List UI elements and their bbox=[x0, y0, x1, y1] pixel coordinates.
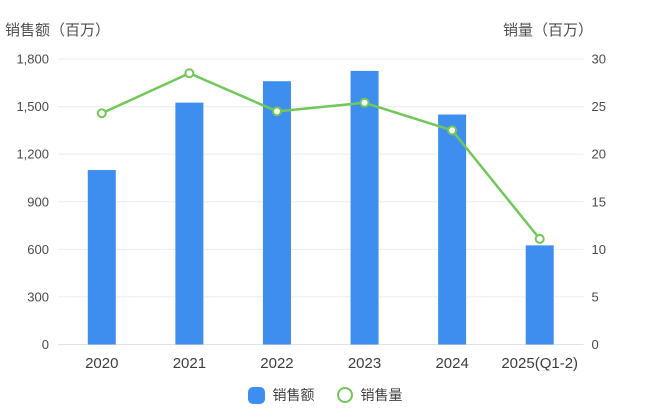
marker-2023[interactable] bbox=[359, 97, 370, 108]
left-axis-tick-label: 1,500 bbox=[16, 99, 49, 114]
bar-2020[interactable] bbox=[87, 170, 116, 345]
legend-item-sales-amount[interactable]: 销售额 bbox=[247, 385, 315, 405]
sales-volume-line[interactable] bbox=[100, 72, 541, 241]
bar-series-swatch-icon bbox=[247, 386, 265, 404]
marker-2025(Q1-2)[interactable] bbox=[534, 233, 545, 244]
line-series-marker-icon bbox=[336, 387, 353, 403]
left-axis-tick-label: 1,800 bbox=[16, 52, 49, 67]
left-axis-title: 销售额（百万） bbox=[5, 22, 111, 39]
left-axis-tick-label: 600 bbox=[27, 242, 49, 257]
left-axis-tick-label: 0 bbox=[42, 337, 49, 352]
x-axis-label-2024: 2024 bbox=[435, 355, 468, 372]
x-axis-label-2022: 2022 bbox=[260, 355, 293, 372]
marker-2022[interactable] bbox=[271, 106, 282, 117]
bar-2025(Q1-2)[interactable] bbox=[525, 245, 554, 345]
legend-label-sales-amount: 销售额 bbox=[272, 387, 315, 403]
legend-label-sales-volume: 销售量 bbox=[360, 387, 403, 403]
right-axis-tick-label: 30 bbox=[592, 52, 606, 67]
x-axis-label-2023: 2023 bbox=[348, 355, 381, 372]
bar-2023[interactable] bbox=[350, 70, 379, 345]
x-axis-label-2021: 2021 bbox=[173, 355, 206, 372]
right-axis-title: 销量（百万） bbox=[502, 22, 593, 39]
bar-2021[interactable] bbox=[175, 102, 204, 345]
legend-item-sales-volume[interactable]: 销售量 bbox=[336, 385, 403, 405]
right-axis-tick-label: 5 bbox=[592, 289, 599, 304]
right-axis-tick-label: 25 bbox=[592, 99, 606, 114]
bar-2024[interactable] bbox=[438, 114, 467, 345]
right-axis-tick-label: 0 bbox=[592, 337, 599, 352]
x-axis-label-2025(Q1-2): 2025(Q1-2) bbox=[501, 355, 578, 372]
x-axis-label-2020: 2020 bbox=[85, 355, 118, 372]
left-axis-tick-label: 900 bbox=[27, 194, 49, 209]
left-axis-tick-label: 300 bbox=[27, 289, 49, 304]
legend: 销售额 销售量 bbox=[0, 385, 650, 405]
bar-2022[interactable] bbox=[262, 81, 291, 345]
right-axis-tick-label: 15 bbox=[592, 194, 606, 209]
right-axis-tick-label: 10 bbox=[592, 242, 606, 257]
marker-2024[interactable] bbox=[447, 125, 458, 136]
right-axis-tick-label: 20 bbox=[592, 147, 606, 162]
marker-2021[interactable] bbox=[184, 68, 195, 79]
marker-2020[interactable] bbox=[96, 108, 107, 119]
left-axis-tick-label: 1,200 bbox=[16, 147, 49, 162]
